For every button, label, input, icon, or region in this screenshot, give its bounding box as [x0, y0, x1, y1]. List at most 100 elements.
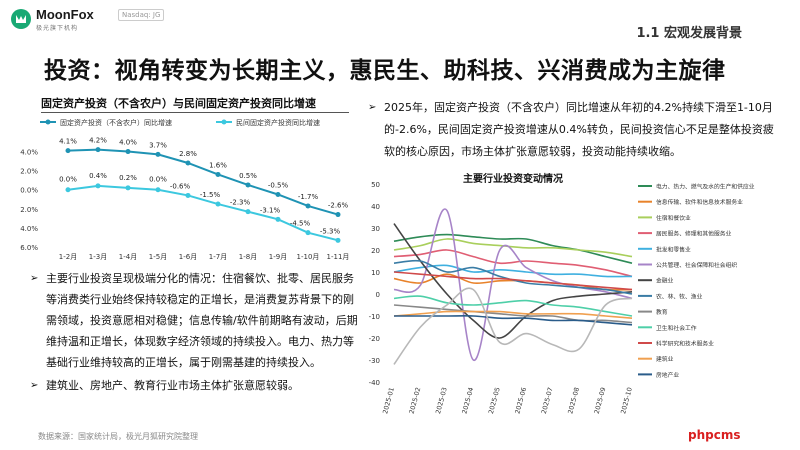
point-fixed [65, 148, 71, 154]
point-private [185, 192, 191, 198]
point-fixed [155, 151, 161, 157]
point-fixed [95, 147, 101, 153]
industry-series-line [393, 295, 633, 317]
data-label-private: 0.0% [59, 176, 77, 184]
x-tick-label: 2025-08 [566, 386, 581, 414]
data-label-private: -2.3% [230, 199, 251, 207]
x-tick-label: 2025-03 [434, 386, 449, 414]
y-tick-label: 0 [376, 291, 380, 299]
x-tick-label: 2025-06 [513, 386, 528, 414]
data-label-fixed: 3.7% [149, 141, 167, 149]
industry-series-line [393, 287, 633, 365]
legend-label: 房地产业 [656, 371, 679, 379]
data-label-private: -0.6% [170, 182, 191, 190]
point-private [275, 216, 281, 222]
point-fixed [305, 203, 311, 209]
data-label-fixed: 0.5% [239, 172, 257, 180]
y-tick-label: 50 [371, 181, 380, 189]
industry-series-line [393, 310, 633, 319]
y-tick-label: -10 [369, 313, 380, 321]
y-tick-label: 0.0% [20, 187, 38, 195]
industry-series-line [393, 223, 633, 339]
point-private [305, 230, 311, 236]
data-label-fixed: -2.6% [328, 202, 349, 210]
point-private [95, 183, 101, 189]
data-label-fixed: -0.5% [268, 182, 289, 190]
series-line-private [67, 184, 339, 242]
page-title: 投资：视角转变为长期主义，惠民生、助科技、兴消费成为主旋律 [44, 58, 726, 84]
point-private [125, 185, 131, 191]
data-label-fixed: -1.7% [298, 193, 319, 201]
data-label-fixed: 4.1% [59, 138, 77, 146]
x-tick-label: 1-9月 [269, 253, 287, 261]
x-tick-label: 1-3月 [89, 253, 107, 261]
x-tick-label: 2025-10 [619, 386, 634, 414]
legend-label: 金融业 [656, 277, 674, 285]
point-fixed [215, 171, 221, 177]
legend-label: 公共管理、社会保障和社会组织 [656, 261, 737, 269]
left-bullet-item: 建筑业、房地产、教育行业市场主体扩张意愿较弱。 [30, 375, 360, 396]
left-bullet-item: 主要行业投资呈现极端分化的情况：住宿餐饮、批零、居民服务等消费类行业始终保持较稳… [30, 268, 360, 373]
legend-label: 卫生和社会工作 [656, 324, 697, 332]
data-label-private: -5.3% [320, 227, 341, 235]
x-tick-label: 1-2月 [59, 253, 77, 261]
point-fixed [125, 149, 131, 155]
left-chart-title-underline [41, 112, 349, 113]
point-private [215, 201, 221, 207]
moonfox-logo-icon [11, 9, 31, 29]
left-bullet-list: 主要行业投资呈现极端分化的情况：住宿餐饮、批零、居民服务等消费类行业始终保持较稳… [30, 268, 360, 396]
data-label-private: 0.2% [119, 174, 137, 182]
point-fixed [335, 212, 341, 218]
industry-series-line [393, 273, 633, 291]
legend-label: 信息传输、软件和信息技术服务业 [656, 198, 743, 206]
legend-label-private: 民间固定资产投资同比增速 [236, 118, 320, 127]
x-tick-label: 1-8月 [239, 253, 257, 261]
y-tick-label: 40 [371, 203, 380, 211]
data-label-private: -3.1% [260, 206, 281, 214]
legend-label: 电力、热力、燃气及水的生产和供应业 [656, 183, 755, 191]
y-tick-label: 30 [371, 225, 380, 233]
legend-label: 科学研究和技术服务业 [656, 340, 714, 348]
logo-ticker-tag: Nasdaq: JG [118, 9, 165, 21]
point-fixed [275, 192, 281, 197]
data-label-fixed: 4.0% [119, 139, 137, 147]
y-tick-label: -4.0% [20, 225, 38, 233]
x-tick-label: 1-6月 [179, 253, 197, 261]
y-tick-label: 10 [371, 269, 380, 277]
data-label-private: 0.4% [89, 172, 107, 180]
investment-growth-line-chart: 固定资产投资（不含农户）同比增速 民间固定资产投资同比增速 4.0% 2.0% 0.0%… [20, 118, 349, 261]
x-tick-label: 2025-02 [408, 386, 423, 414]
logo-name: MoonFox [36, 7, 94, 22]
x-tick-label: 1-10月 [297, 253, 320, 261]
point-private [155, 187, 161, 193]
legend-marker-fixed [45, 119, 51, 125]
y-tick-label: -2.0% [20, 206, 38, 214]
right-bullet-item: 2025年，固定资产投资（不含农户）同比增速从年初的4.2%持续下滑至1-10月… [368, 97, 778, 163]
y-tick-label: -6.0% [20, 244, 38, 252]
y-tick-label: 20 [371, 247, 380, 255]
data-source-note: 数据来源：国家统计局，极光月狐研究院整理 [38, 432, 198, 441]
point-fixed [185, 160, 191, 166]
legend-label: 住宿和餐饮业 [656, 214, 691, 222]
industry-series-line [393, 271, 633, 291]
data-label-fixed: 1.6% [209, 161, 227, 169]
y-tick-label: -40 [369, 379, 380, 387]
right-bullet-list: 2025年，固定资产投资（不含农户）同比增速从年初的4.2%持续下滑至1-10月… [368, 97, 778, 163]
x-tick-label: 1-7月 [209, 253, 227, 261]
point-private [335, 237, 341, 243]
x-tick-label: 2025-04 [461, 386, 476, 414]
legend-label: 教育 [656, 308, 668, 316]
industry-series-line [393, 238, 633, 258]
data-label-private: 0.0% [149, 176, 167, 184]
industry-series-line [393, 208, 633, 361]
legend-marker-private [221, 119, 227, 125]
point-private [65, 187, 71, 193]
logo-subtitle: 极光旗下机构 [36, 25, 79, 32]
data-label-fixed: 2.8% [179, 150, 197, 158]
x-tick-label: 2025-01 [381, 386, 396, 414]
section-heading: 1.1 宏观发展背景 [636, 26, 742, 41]
brand-logo: MoonFox 极光旗下机构 Nasdaq: JG [10, 6, 165, 36]
legend-label: 居民服务、修理和其他服务业 [656, 230, 732, 238]
industry-series-line [393, 249, 633, 278]
point-private [245, 209, 251, 215]
